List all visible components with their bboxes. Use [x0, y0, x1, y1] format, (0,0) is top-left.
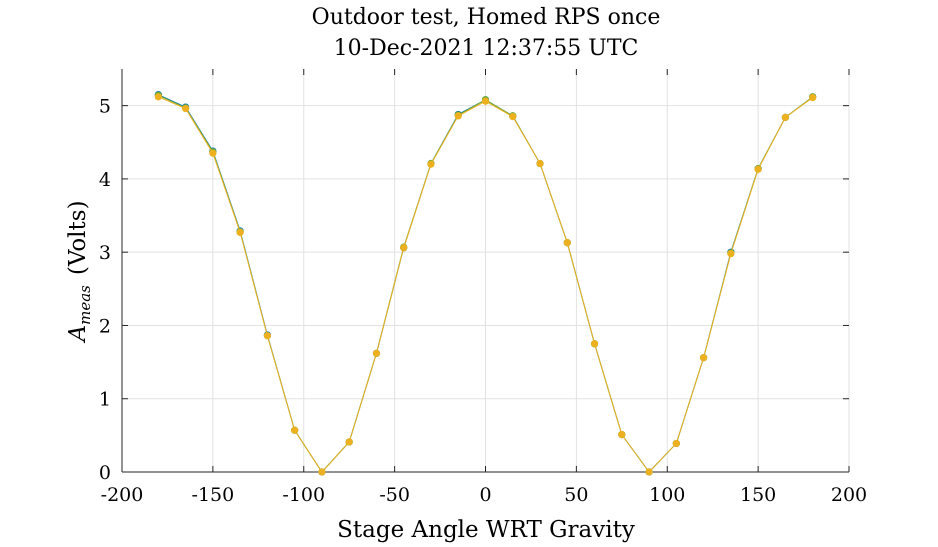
series-3-point	[672, 439, 680, 448]
series-3-point	[400, 244, 408, 252]
y-tick-label: 0	[99, 462, 111, 484]
series-3	[154, 93, 817, 476]
x-tick-label: 200	[831, 484, 867, 506]
series-3-point	[481, 97, 490, 105]
series-3-point	[590, 340, 599, 348]
series-3-point	[454, 112, 462, 120]
series-3-point	[700, 354, 708, 362]
series-3-point	[781, 113, 789, 121]
series-3-point	[182, 104, 190, 113]
y-tick-label: 1	[99, 389, 111, 411]
y-tick-labels: 0 1 2 3 4 5	[99, 96, 111, 484]
x-axis-label: Stage Angle WRT Gravity	[337, 517, 635, 543]
y-axis-label-symbol: A	[65, 325, 91, 344]
series-3-point	[618, 431, 626, 439]
series-3-point	[809, 93, 817, 102]
y-axis-label: Ameas (Volts)	[65, 200, 94, 343]
chart-title-line-1: Outdoor test, Homed RPS once	[312, 5, 661, 30]
series-3-point	[236, 228, 244, 236]
series-3-point	[372, 349, 381, 357]
grid-lines	[121, 69, 850, 473]
series-3-point	[318, 468, 326, 476]
y-tick-label: 3	[99, 242, 111, 264]
x-tick-label: -200	[101, 484, 144, 506]
x-tick-label: -150	[192, 484, 235, 506]
y-tick-label: 2	[99, 315, 111, 337]
series-3-point	[509, 113, 517, 121]
series-3-point	[427, 160, 435, 168]
y-tick-label: 5	[99, 96, 111, 118]
series-3-point	[727, 250, 735, 258]
x-tick-label: -50	[379, 484, 410, 506]
series-3-point	[263, 332, 271, 340]
series-3-point	[645, 468, 653, 476]
x-tick-label: 0	[479, 484, 491, 506]
x-tick-label: 50	[564, 484, 588, 506]
x-tick-label: -100	[282, 484, 325, 506]
series-3-point	[154, 93, 162, 101]
series-3-point	[754, 165, 762, 173]
chart-title-line-2: 10-Dec-2021 12:37:55 UTC	[334, 36, 639, 61]
series-3-point	[563, 239, 571, 247]
y-axis-label-unit: (Volts)	[65, 200, 91, 275]
x-tick-label: 100	[649, 484, 685, 506]
axes	[121, 69, 850, 473]
y-axis-label-subscript: meas	[76, 285, 94, 325]
series-3-point	[536, 159, 544, 168]
x-tick-labels: -200 -150 -100 -50 0 50 100 150 200	[101, 484, 867, 506]
x-tick-label: 150	[740, 484, 776, 506]
y-tick-label: 4	[99, 169, 111, 191]
series-3-point	[291, 426, 299, 434]
data-series	[154, 91, 817, 476]
series-3-point	[345, 438, 353, 446]
series-3-point	[209, 149, 217, 157]
